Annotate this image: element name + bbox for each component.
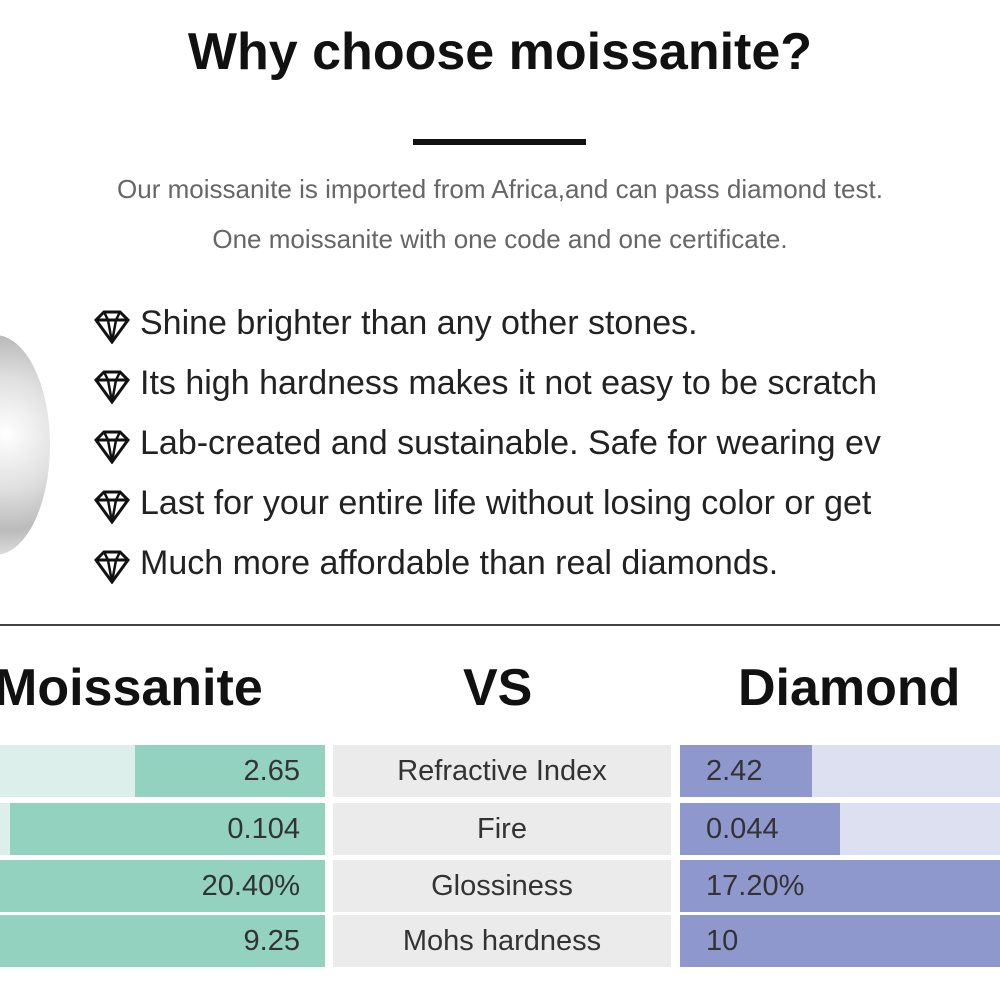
feature-text: Its high hardness makes it not easy to b… (140, 364, 878, 402)
moissanite-value: 0.104 (227, 813, 300, 845)
right-heading: Diamond (738, 659, 961, 717)
property-name: Glossiness (431, 870, 573, 902)
row-bar (10, 803, 325, 855)
diamond-value: 17.20% (706, 870, 805, 902)
feature-text: Lab-created and sustainable. Safe for we… (140, 424, 881, 462)
diamond-icon (90, 310, 134, 345)
feature-text: Last for your entire life without losing… (140, 484, 872, 522)
diamond-icon (90, 430, 134, 465)
moissanite-value: 20.40% (201, 870, 300, 902)
moissanite-value: 2.65 (243, 755, 300, 787)
title: Why choose moissanite? (187, 23, 813, 81)
diamond-value: 0.044 (706, 813, 779, 845)
row-bar (680, 745, 812, 797)
row-bg (333, 860, 671, 912)
feature-text: Shine brighter than any other stones. (140, 304, 698, 342)
diamond-icon (90, 490, 134, 525)
property-name: Fire (477, 813, 527, 845)
subtitle-line: One moissanite with one code and one cer… (212, 224, 788, 254)
row-bg (333, 803, 671, 855)
row-bar (0, 915, 325, 967)
diamond-value: 10 (706, 925, 739, 957)
title-underline (413, 139, 586, 145)
subtitle-line: Our moissanite is imported from Africa,a… (117, 174, 883, 204)
left-heading: Moissanite (0, 659, 263, 717)
row-bar (680, 860, 1000, 912)
diamond-icon (90, 550, 134, 585)
feature-text: Much more affordable than real diamonds. (140, 544, 779, 582)
row-bg (333, 745, 671, 797)
row-bg (333, 915, 671, 967)
property-name: Refractive Index (397, 755, 607, 787)
property-name: Mohs hardness (402, 925, 602, 957)
middle-heading: VS (463, 659, 533, 717)
diamond-value: 2.42 (706, 755, 763, 787)
moissanite-value: 9.25 (243, 925, 300, 957)
row-bar (135, 745, 325, 797)
row-bar (0, 860, 325, 912)
diamond-image (0, 335, 50, 555)
divider (0, 624, 1000, 626)
row-bar (680, 803, 840, 855)
row-bar (680, 915, 1000, 967)
diamond-icon (90, 370, 134, 405)
